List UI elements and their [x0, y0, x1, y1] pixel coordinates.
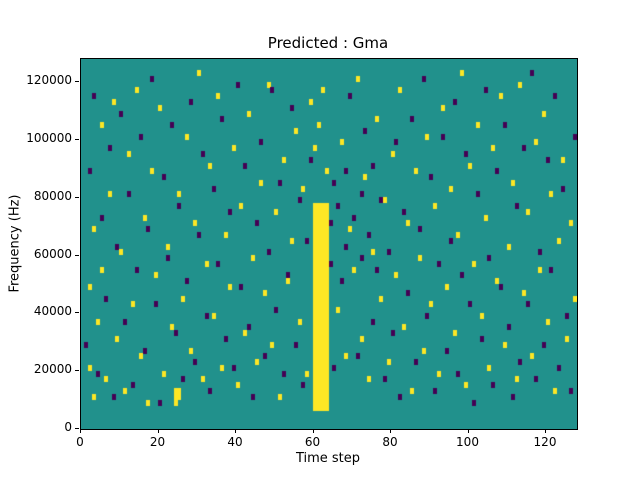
y-tick-mark	[75, 312, 79, 314]
x-tick-label: 100	[456, 435, 479, 449]
x-tick-mark	[312, 429, 314, 433]
y-tick-label: 100000	[26, 130, 72, 145]
y-axis-label: Frequency (Hz)	[7, 194, 23, 293]
x-tick-label: 80	[382, 435, 398, 449]
x-tick-mark	[157, 429, 159, 433]
plot-area	[80, 58, 578, 430]
x-axis-label: Time step	[295, 451, 361, 466]
x-tick-mark	[467, 429, 469, 433]
x-tick-label: 60	[304, 435, 321, 449]
y-tick-label: 80000	[33, 188, 72, 203]
y-tick-mark	[75, 254, 79, 256]
x-tick-label: 40	[227, 435, 243, 449]
x-tick-label: 20	[149, 435, 166, 449]
y-tick-label: 60000	[33, 246, 72, 261]
y-tick-mark	[75, 370, 79, 372]
y-tick-label: 20000	[33, 362, 72, 377]
x-tick-label: 0	[76, 435, 84, 449]
y-tick-mark	[75, 138, 79, 140]
x-tick-mark	[545, 429, 546, 433]
x-tick-label: 120	[533, 435, 557, 449]
heatmap-canvas	[81, 59, 577, 429]
x-tick-mark	[235, 429, 236, 433]
chart-title: Predicted : Gma	[267, 34, 389, 52]
y-tick-mark	[75, 196, 79, 198]
y-tick-mark	[75, 428, 79, 429]
x-tick-mark	[80, 429, 81, 433]
x-tick-mark	[390, 429, 391, 433]
y-tick-label: 120000	[26, 73, 72, 88]
y-tick-label: 40000	[33, 304, 72, 319]
y-tick-mark	[75, 81, 79, 83]
y-tick-label: 0	[64, 420, 72, 434]
